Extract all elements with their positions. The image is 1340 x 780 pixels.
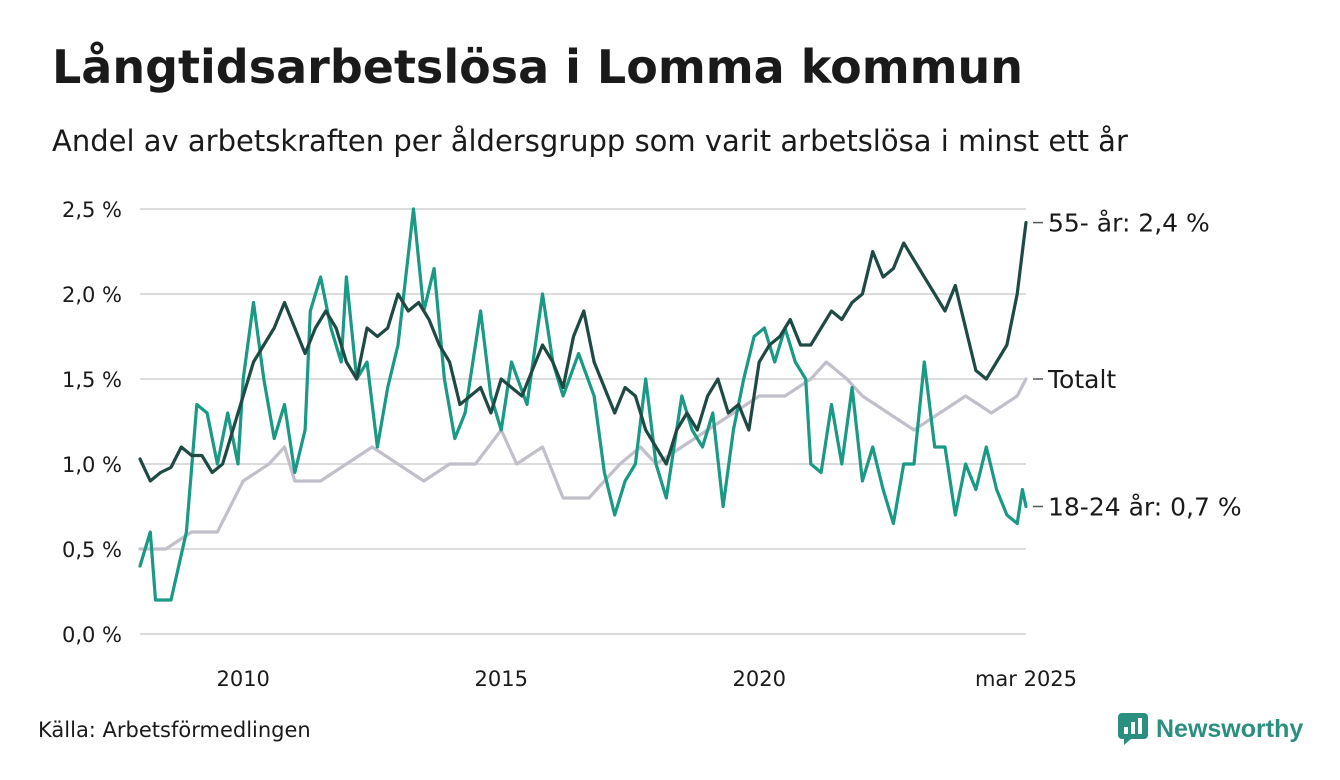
brand-name: Newsworthy — [1156, 714, 1304, 743]
x-tick-label: 2020 — [732, 667, 785, 691]
source-note: Källa: Arbetsförmedlingen — [38, 718, 311, 742]
brand-logo: Newsworthy — [1118, 712, 1303, 746]
end-label-55-r: 55- år: 2,4 % — [1048, 209, 1210, 238]
chart-subtitle: Andel av arbetskraften per åldersgrupp s… — [52, 124, 1128, 158]
series-lines — [138, 207, 1028, 602]
series-line-totalt — [138, 360, 1028, 551]
x-tick-label: mar 2025 — [975, 667, 1077, 691]
end-label-totalt: Totalt — [1047, 365, 1116, 394]
y-tick-label: 1,0 % — [62, 453, 122, 477]
series-line-18-24-r — [138, 207, 1028, 602]
y-tick-label: 2,0 % — [62, 283, 122, 307]
y-tick-label: 0,5 % — [62, 538, 122, 562]
series-line-55-r — [138, 221, 1028, 483]
x-axis: 2010 2015 2020 mar 2025 — [216, 667, 1077, 691]
gridlines — [140, 208, 1026, 635]
chart-title: Långtidsarbetslösa i Lomma kommun — [52, 40, 1024, 94]
x-tick-label: 2015 — [474, 667, 527, 691]
y-tick-label: 0,0 % — [62, 623, 122, 647]
y-tick-label: 2,5 % — [62, 198, 122, 222]
end-labels: Totalt 18-24 år: 0,7 % 55- år: 2,4 % — [1033, 209, 1242, 522]
newsworthy-logo-icon — [1118, 713, 1148, 745]
y-axis: 0,0 % 0,5 % 1,0 % 1,5 % 2,0 % 2,5 % — [62, 198, 122, 647]
line-chart: 0,0 %0,5 %1,0 %1,5 %2,0 %2,5 % 2010 2015 2… — [62, 198, 1242, 691]
end-label-18-24-r: 18-24 år: 0,7 % — [1048, 493, 1242, 522]
y-tick-label: 1,5 % — [62, 368, 122, 392]
x-tick-label: 2010 — [216, 667, 269, 691]
